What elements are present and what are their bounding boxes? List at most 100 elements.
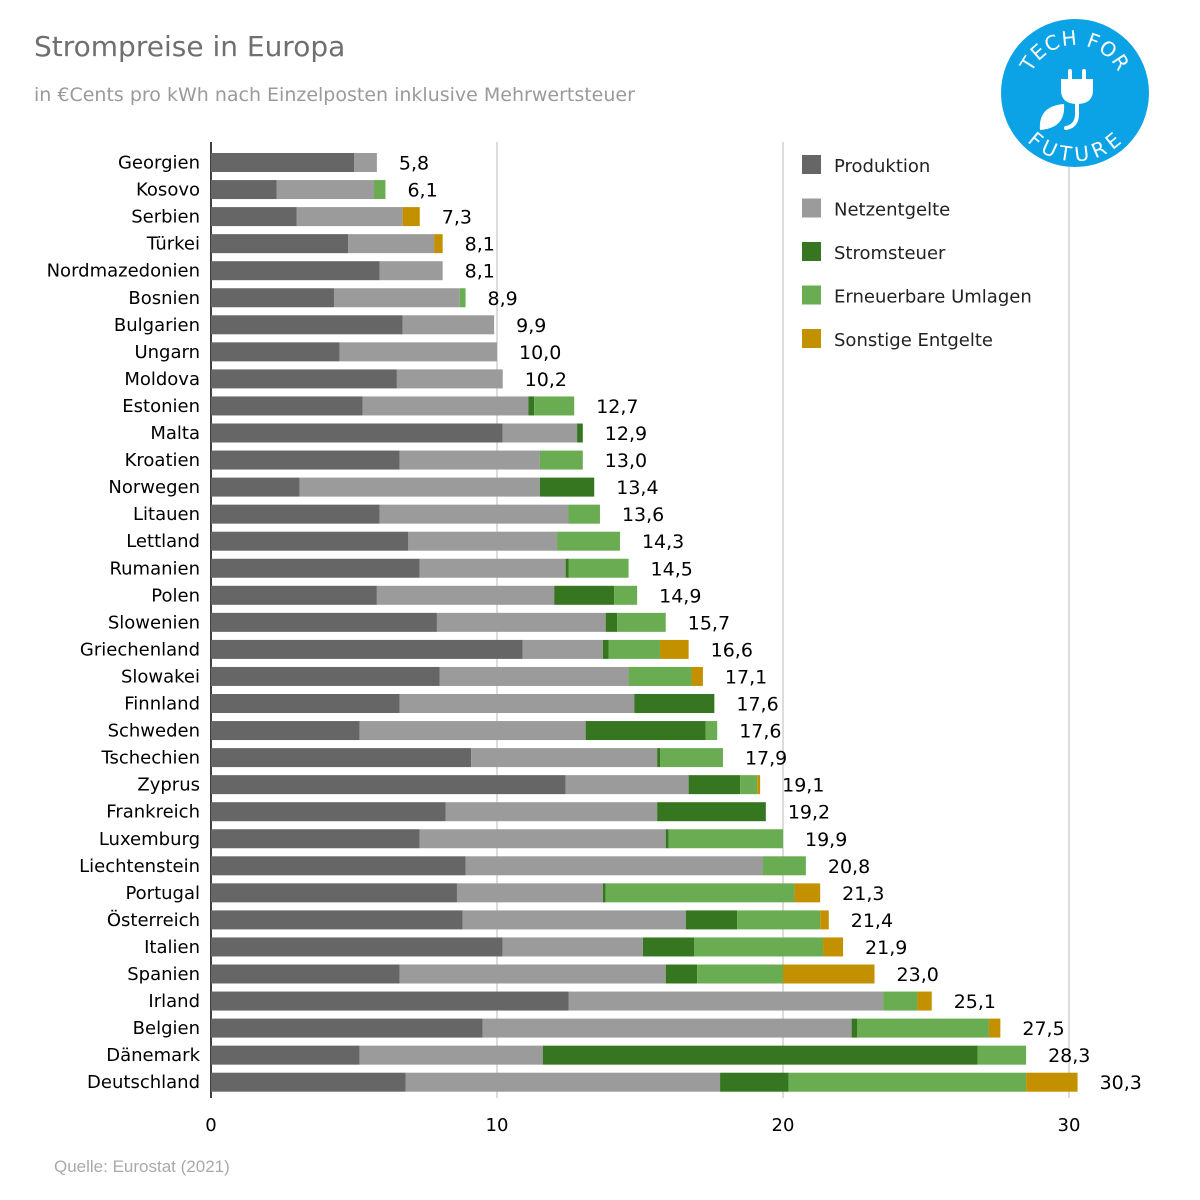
category-label: Nordmazedonien <box>47 261 200 282</box>
bar-segment <box>362 396 529 416</box>
bar-segment <box>685 910 738 930</box>
category-label: Estonien <box>122 396 200 417</box>
category-label: Serbien <box>131 207 200 228</box>
total-value-label: 13,0 <box>605 450 647 472</box>
bar-segment <box>988 1018 1001 1038</box>
legend-label: Sonstige Entgelte <box>834 330 993 351</box>
bar-segment <box>296 207 403 227</box>
tech-for-future-logo: TECH FOR FUTURE <box>1001 19 1149 167</box>
x-tick-label: 0 <box>205 1115 216 1136</box>
bar-segment <box>783 964 875 984</box>
bar-segment <box>577 423 583 443</box>
total-value-label: 7,3 <box>442 207 472 229</box>
bar-segment <box>705 721 718 741</box>
bar-segment <box>211 207 297 227</box>
bar-segment <box>465 856 763 876</box>
bar-segment <box>211 396 363 416</box>
bar-segment <box>211 315 403 335</box>
bar-segment <box>1026 1072 1078 1092</box>
leaf-icon <box>1039 104 1065 130</box>
bar-segment <box>794 883 821 903</box>
category-label: Georgien <box>118 153 200 174</box>
bar-segment <box>542 1045 978 1065</box>
category-label: Norwegen <box>108 477 200 498</box>
bar-segment <box>534 396 575 416</box>
legend-swatch <box>802 198 821 218</box>
category-label: Luxemburg <box>99 829 200 850</box>
legend: Produktion Netzentgelte Stromsteuer Erneuer… <box>802 155 1032 351</box>
bar-segment <box>482 1018 852 1038</box>
total-value-label: 10,0 <box>519 342 561 364</box>
bar-segment <box>617 612 666 632</box>
bar-segment <box>697 964 783 984</box>
legend-label: Produktion <box>834 156 930 177</box>
category-label: Bulgarien <box>114 315 200 336</box>
category-label: Irland <box>148 991 200 1012</box>
legend-label: Erneuerbare Umlagen <box>834 287 1032 308</box>
bar-segment <box>883 991 918 1011</box>
total-value-label: 20,8 <box>828 856 870 878</box>
bar-segment <box>211 883 457 903</box>
source-note: Quelle: Eurostat (2021) <box>54 1157 230 1176</box>
labels: 0 10 20 30 Georgien 5,8 Kosovo 6,1 Serbien 7,3 Tür… <box>47 153 1142 1137</box>
bar-segment <box>211 1072 406 1092</box>
bar-segment <box>439 666 629 686</box>
bar-segment <box>657 802 766 822</box>
bar-segment <box>402 207 420 227</box>
total-value-label: 17,9 <box>745 748 787 770</box>
total-value-label: 13,6 <box>622 504 664 526</box>
category-label: Polen <box>151 585 200 606</box>
bar-segment <box>565 775 689 795</box>
bar-segment <box>211 694 400 713</box>
category-label: Deutschland <box>87 1072 200 1093</box>
bar-segment <box>211 504 380 524</box>
total-value-label: 19,9 <box>805 829 847 851</box>
bar-segment <box>471 748 658 768</box>
bars <box>211 153 1078 1092</box>
bar-segment <box>665 964 698 984</box>
bar-segment <box>211 288 334 308</box>
bar-segment <box>665 829 669 849</box>
category-label: Schweden <box>108 721 200 742</box>
category-label: Slowenien <box>108 612 200 633</box>
bar-segment <box>211 558 420 578</box>
bar-segment <box>211 856 466 876</box>
total-value-label: 19,1 <box>782 775 824 797</box>
category-label: Griechenland <box>80 639 200 660</box>
bar-segment <box>605 612 618 632</box>
category-label: Dänemark <box>106 1045 200 1066</box>
bar-segment <box>419 558 566 578</box>
bar-segment <box>557 531 620 551</box>
bar-segment <box>737 910 821 930</box>
category-label: Moldova <box>124 369 200 390</box>
total-value-label: 12,7 <box>596 396 638 418</box>
bar-segment <box>668 829 783 849</box>
total-value-label: 8,1 <box>465 261 495 283</box>
bar-segment <box>211 1018 483 1038</box>
bar-segment <box>359 1045 543 1065</box>
bar-segment <box>445 802 658 822</box>
category-label: Bosnien <box>128 288 200 309</box>
bar-segment <box>528 396 535 416</box>
bar-segment <box>211 369 397 389</box>
category-label: Spanien <box>127 964 200 985</box>
bar-segment <box>379 504 569 524</box>
bar-segment <box>359 721 586 741</box>
bar-segment <box>851 1018 858 1038</box>
category-label: Slowakei <box>121 666 200 687</box>
bar-segment <box>396 369 503 389</box>
bar-segment <box>720 1072 789 1092</box>
bar-segment <box>211 829 420 849</box>
category-label: Frankreich <box>106 802 200 823</box>
bar-segment <box>917 991 932 1011</box>
total-value-label: 5,8 <box>399 153 429 175</box>
total-value-label: 28,3 <box>1048 1045 1090 1067</box>
bar-segment <box>602 639 609 659</box>
bar-segment <box>211 477 300 497</box>
bar-segment <box>211 261 380 281</box>
category-label: Türkei <box>146 234 200 255</box>
bar-segment <box>436 612 606 632</box>
bar-segment <box>211 1045 360 1065</box>
bar-segment <box>299 477 540 497</box>
